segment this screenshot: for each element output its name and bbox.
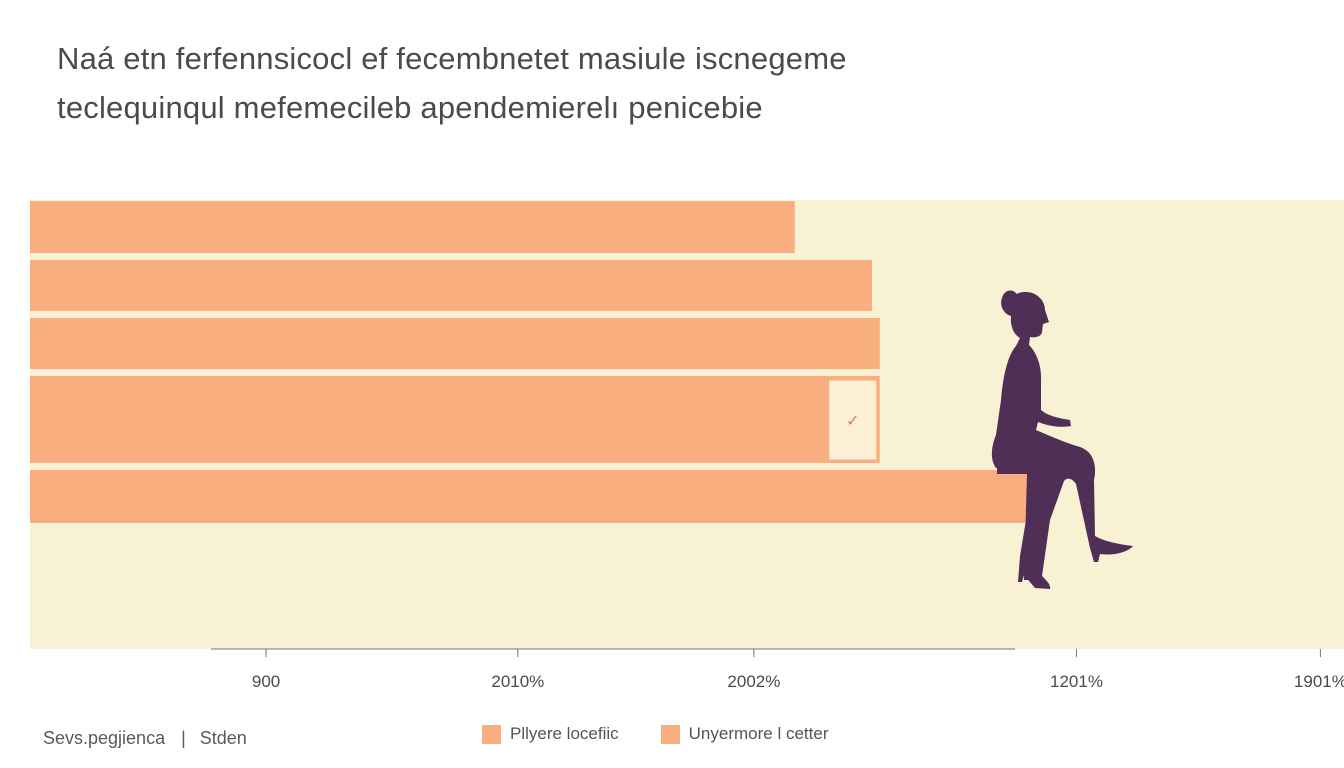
chart-title-line-1: Naá etn ferfennsicocl ef fecembnetet mas… — [57, 41, 847, 76]
x-tick-label-5: 1901% — [1294, 672, 1344, 691]
bar-4 — [30, 376, 880, 463]
annotation-mark: ✓ — [846, 411, 859, 430]
chart-title: Naá etn ferfennsicocl ef fecembnetet mas… — [57, 34, 1257, 132]
bar-1 — [30, 201, 795, 253]
legend-swatch-1 — [482, 724, 501, 744]
bar-2 — [30, 260, 872, 311]
source-note: Sevs.pegjienca | Stden — [43, 728, 247, 749]
x-axis-ticks: 900 2010% 2002% 1201% 1901% — [252, 649, 1344, 691]
bars-group — [30, 201, 1038, 523]
chart-title-line-2: teclequinqul mefemecileb apendemierelı p… — [57, 90, 763, 125]
legend-label-1: Pllyere locefiic — [510, 724, 619, 743]
author-label: Stden — [199, 728, 247, 748]
woman-figure-illustration — [991, 290, 1133, 589]
x-tick-label-1: 900 — [252, 672, 280, 691]
source-separator: | — [181, 728, 186, 748]
legend-item-2: Unyermore l cetter — [660, 724, 829, 744]
bar-3 — [30, 318, 880, 369]
annotation-box: ✓ — [826, 377, 880, 463]
legend-item-1: Pllyere locefiic — [482, 724, 619, 744]
x-tick-label-3: 2002% — [727, 672, 780, 691]
source-label: Sevs.pegjienca — [43, 728, 166, 748]
annotation-box-frame — [826, 377, 880, 463]
legend-swatch-2 — [660, 724, 680, 744]
x-tick-label-2: 2010% — [491, 672, 544, 691]
bar-5 — [30, 470, 1038, 523]
legend-label-2: Unyermore l cetter — [688, 724, 829, 743]
woman-silhouette — [991, 290, 1133, 589]
x-tick-label-4: 1201% — [1050, 672, 1103, 691]
chart-legend: Pllyere locefiic Unyermore l cetter — [482, 724, 828, 744]
